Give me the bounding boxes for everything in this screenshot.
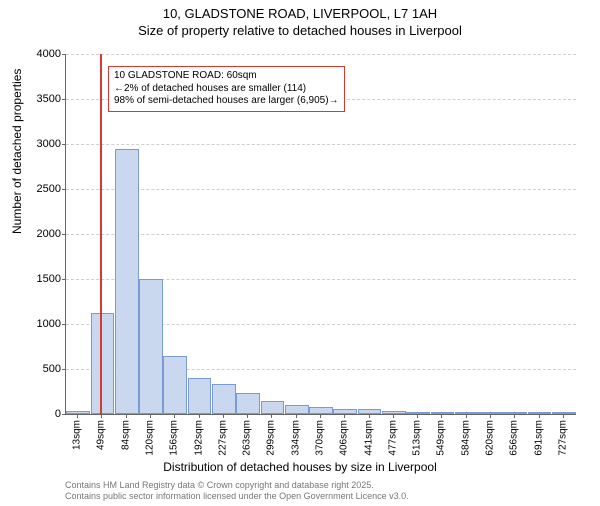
footer-line-1: Contains HM Land Registry data © Crown c… [65, 480, 409, 491]
footer-line-2: Contains public sector information licen… [65, 491, 409, 502]
histogram-bar [188, 378, 212, 414]
x-tick-mark [150, 414, 151, 418]
y-tick-mark [62, 279, 66, 280]
arrow-left-icon: ← [114, 83, 124, 96]
chart-title-sub: Size of property relative to detached ho… [0, 23, 600, 38]
x-tick-label: 227sqm [217, 420, 228, 456]
annotation-box: 10 GLADSTONE ROAD: 60sqm ← 2% of detache… [108, 66, 345, 112]
x-tick-labels: 13sqm 49sqm 84sqm 120sqm 156sqm 192sqm 227sqm 2… [65, 414, 575, 460]
gridline [66, 234, 576, 235]
x-tick-label: 691sqm [533, 420, 544, 456]
y-tick-mark [62, 144, 66, 145]
x-tick-label: 441sqm [363, 420, 374, 456]
y-tick-label: 2000 [21, 228, 61, 240]
x-tick-mark [563, 414, 564, 418]
x-tick-mark [490, 414, 491, 418]
y-tick-label: 1000 [21, 318, 61, 330]
x-tick-label: 584sqm [460, 420, 471, 456]
x-tick-label: 299sqm [266, 420, 277, 456]
x-tick-mark [223, 414, 224, 418]
x-tick-mark [126, 414, 127, 418]
x-tick-mark [393, 414, 394, 418]
y-tick-label: 500 [21, 363, 61, 375]
x-tick-mark [77, 414, 78, 418]
x-tick-label: 156sqm [169, 420, 180, 456]
x-tick-label: 656sqm [509, 420, 520, 456]
x-tick-mark [199, 414, 200, 418]
gridline [66, 54, 576, 55]
histogram-bar [115, 149, 139, 415]
x-axis-title: Distribution of detached houses by size … [0, 460, 600, 474]
x-tick-label: 727sqm [557, 420, 568, 456]
x-tick-label: 13sqm [72, 420, 83, 450]
y-tick-mark [62, 54, 66, 55]
x-tick-label: 370sqm [315, 420, 326, 456]
x-tick-mark [101, 414, 102, 418]
histogram-bar [163, 356, 187, 415]
x-tick-mark [174, 414, 175, 418]
x-tick-mark [466, 414, 467, 418]
y-tick-label: 1500 [21, 273, 61, 285]
gridline [66, 144, 576, 145]
x-tick-label: 620sqm [485, 420, 496, 456]
y-tick-mark [62, 324, 66, 325]
y-tick-mark [62, 99, 66, 100]
y-tick-label: 2500 [21, 183, 61, 195]
x-tick-mark [417, 414, 418, 418]
x-tick-mark [441, 414, 442, 418]
annotation-line-2: ← 2% of detached houses are smaller (114… [114, 83, 339, 96]
y-tick-label: 3500 [21, 93, 61, 105]
x-tick-mark [369, 414, 370, 418]
y-tick-label: 0 [21, 408, 61, 420]
histogram-bar [309, 407, 333, 414]
x-tick-label: 192sqm [193, 420, 204, 456]
y-tick-mark [62, 369, 66, 370]
x-tick-label: 263sqm [242, 420, 253, 456]
annotation-line-3: 98% of semi-detached houses are larger (… [114, 95, 339, 108]
y-tick-mark [62, 234, 66, 235]
x-tick-label: 406sqm [339, 420, 350, 456]
x-tick-mark [539, 414, 540, 418]
y-tick-label: 3000 [21, 138, 61, 150]
x-tick-mark [247, 414, 248, 418]
reference-line [100, 54, 102, 414]
x-tick-mark [344, 414, 345, 418]
x-tick-mark [514, 414, 515, 418]
chart-container: 10, GLADSTONE ROAD, LIVERPOOL, L7 1AH Si… [0, 6, 600, 506]
histogram-bar [212, 384, 236, 414]
x-tick-label: 334sqm [290, 420, 301, 456]
x-tick-mark [271, 414, 272, 418]
x-tick-label: 84sqm [120, 420, 131, 450]
histogram-bar [139, 279, 163, 414]
chart-title-main: 10, GLADSTONE ROAD, LIVERPOOL, L7 1AH [0, 6, 600, 21]
x-tick-mark [296, 414, 297, 418]
x-tick-mark [320, 414, 321, 418]
y-tick-label: 4000 [21, 48, 61, 60]
x-tick-label: 49sqm [96, 420, 107, 450]
histogram-bar [91, 313, 115, 414]
y-tick-labels: 05001000150020002500300035004000 [20, 54, 63, 414]
gridline [66, 189, 576, 190]
arrow-right-icon: → [329, 95, 339, 108]
y-tick-mark [62, 189, 66, 190]
x-tick-label: 477sqm [387, 420, 398, 456]
annotation-line-1: 10 GLADSTONE ROAD: 60sqm [114, 70, 339, 83]
x-tick-label: 513sqm [412, 420, 423, 456]
x-tick-label: 120sqm [145, 420, 156, 456]
histogram-bar [261, 401, 285, 414]
histogram-bar [285, 405, 309, 414]
footer-attribution: Contains HM Land Registry data © Crown c… [65, 480, 409, 502]
histogram-bar [236, 393, 260, 414]
x-tick-label: 549sqm [436, 420, 447, 456]
